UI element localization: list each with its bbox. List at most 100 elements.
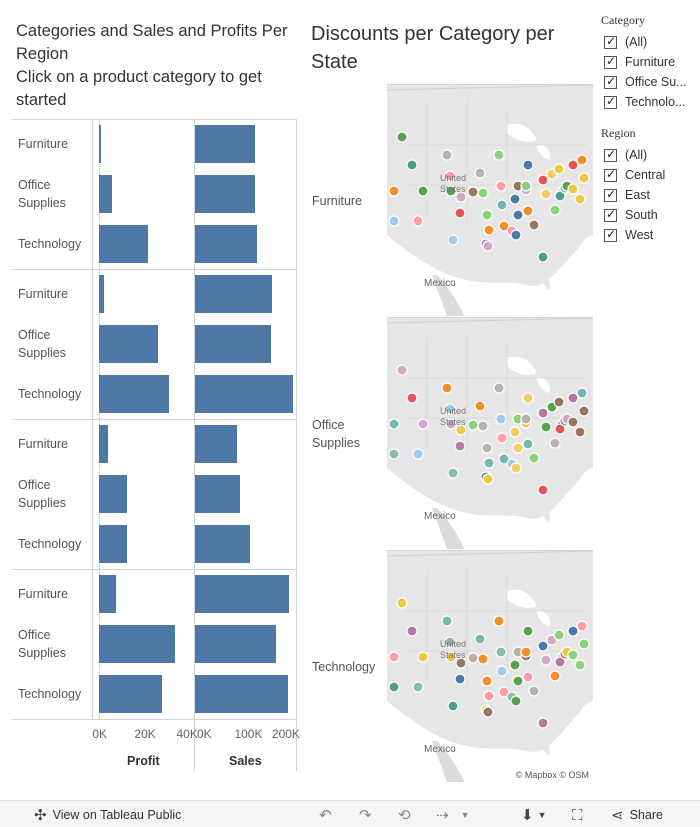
state-point[interactable] (510, 462, 522, 474)
profit-bar[interactable] (99, 475, 127, 513)
state-point[interactable] (493, 149, 505, 161)
state-point[interactable] (578, 172, 590, 184)
sales-bar[interactable] (195, 625, 277, 663)
state-point[interactable] (495, 646, 507, 658)
checkbox-checked-icon[interactable] (604, 94, 617, 109)
profit-bar[interactable] (99, 575, 117, 613)
filter-checkbox-item[interactable]: Central (604, 167, 696, 183)
state-point[interactable] (567, 625, 579, 637)
checkbox-checked-icon[interactable] (604, 74, 617, 89)
state-point[interactable] (441, 615, 453, 627)
state-point[interactable] (540, 188, 552, 200)
redo-button[interactable]: ↷ (359, 806, 372, 824)
state-point[interactable] (474, 167, 486, 179)
state-point[interactable] (447, 234, 459, 246)
sales-bar[interactable] (195, 425, 238, 463)
state-point[interactable] (537, 251, 549, 263)
state-point[interactable] (509, 193, 521, 205)
state-point[interactable] (522, 438, 534, 450)
state-discount-map[interactable]: United States Mexico © Mapbox © OSM (387, 550, 593, 782)
state-point[interactable] (578, 405, 590, 417)
state-point[interactable] (388, 681, 400, 693)
state-point[interactable] (576, 387, 588, 399)
state-point[interactable] (549, 437, 561, 449)
state-point[interactable] (388, 418, 400, 430)
profit-bar[interactable] (99, 375, 169, 413)
state-point[interactable] (455, 424, 467, 436)
state-point[interactable] (554, 423, 566, 435)
state-point[interactable] (467, 652, 479, 664)
state-point[interactable] (540, 421, 552, 433)
state-point[interactable] (444, 403, 456, 415)
filter-checkbox-item[interactable]: Technolo... (604, 94, 696, 110)
download-button[interactable]: ⬇ ▼ (521, 806, 547, 824)
state-point[interactable] (537, 407, 549, 419)
filter-checkbox-item[interactable]: Furniture (604, 54, 696, 70)
state-point[interactable] (455, 657, 467, 669)
state-point[interactable] (417, 418, 429, 430)
state-point[interactable] (578, 638, 590, 650)
state-point[interactable] (444, 170, 456, 182)
state-point[interactable] (482, 473, 494, 485)
state-point[interactable] (553, 396, 565, 408)
forward-button[interactable]: ⇢ ▼ (436, 806, 470, 824)
state-point[interactable] (567, 183, 579, 195)
sales-bar[interactable] (195, 275, 272, 313)
filter-checkbox-item[interactable]: Office Su... (604, 74, 696, 90)
state-point[interactable] (454, 207, 466, 219)
state-point[interactable] (549, 670, 561, 682)
profit-bar[interactable] (99, 125, 102, 163)
sales-bar[interactable] (195, 475, 241, 513)
state-point[interactable] (441, 149, 453, 161)
state-point[interactable] (510, 695, 522, 707)
profit-bar[interactable] (99, 525, 127, 563)
revert-button[interactable]: ⟲ (398, 806, 411, 824)
state-point[interactable] (574, 659, 586, 671)
sales-bar[interactable] (195, 175, 256, 213)
checkbox-checked-icon[interactable] (604, 147, 617, 162)
state-point[interactable] (537, 484, 549, 496)
state-point[interactable] (510, 229, 522, 241)
sales-bar[interactable] (195, 525, 250, 563)
state-point[interactable] (553, 163, 565, 175)
state-point[interactable] (567, 159, 579, 171)
sales-profit-bar-chart[interactable]: Furniture Office Supplies Technology Furnitu… (12, 119, 300, 771)
state-point[interactable] (417, 651, 429, 663)
state-point[interactable] (522, 625, 534, 637)
filter-checkbox-item[interactable]: West (604, 227, 696, 243)
state-point[interactable] (495, 413, 507, 425)
state-point[interactable] (540, 654, 552, 666)
state-point[interactable] (412, 448, 424, 460)
osm-attribution[interactable]: © OSM (559, 770, 589, 780)
state-point[interactable] (481, 209, 493, 221)
state-point[interactable] (528, 685, 540, 697)
state-point[interactable] (412, 215, 424, 227)
state-point[interactable] (482, 240, 494, 252)
profit-bar[interactable] (99, 225, 148, 263)
state-point[interactable] (498, 686, 510, 698)
state-point[interactable] (520, 646, 532, 658)
state-point[interactable] (477, 187, 489, 199)
state-point[interactable] (567, 392, 579, 404)
state-point[interactable] (522, 392, 534, 404)
state-point[interactable] (406, 159, 418, 171)
state-point[interactable] (554, 190, 566, 202)
state-point[interactable] (512, 675, 524, 687)
state-point[interactable] (537, 174, 549, 186)
state-point[interactable] (567, 416, 579, 428)
state-point[interactable] (454, 673, 466, 685)
sales-bar[interactable] (195, 325, 271, 363)
state-point[interactable] (447, 700, 459, 712)
state-discount-map[interactable]: United States Mexico (387, 317, 593, 549)
state-point[interactable] (481, 442, 493, 454)
state-point[interactable] (445, 185, 457, 197)
state-point[interactable] (509, 659, 521, 671)
state-point[interactable] (509, 426, 521, 438)
checkbox-checked-icon[interactable] (604, 34, 617, 49)
state-point[interactable] (522, 205, 534, 217)
state-point[interactable] (482, 706, 494, 718)
state-point[interactable] (445, 651, 457, 663)
state-point[interactable] (553, 629, 565, 641)
filter-checkbox-item[interactable]: (All) (604, 147, 696, 163)
state-point[interactable] (454, 440, 466, 452)
